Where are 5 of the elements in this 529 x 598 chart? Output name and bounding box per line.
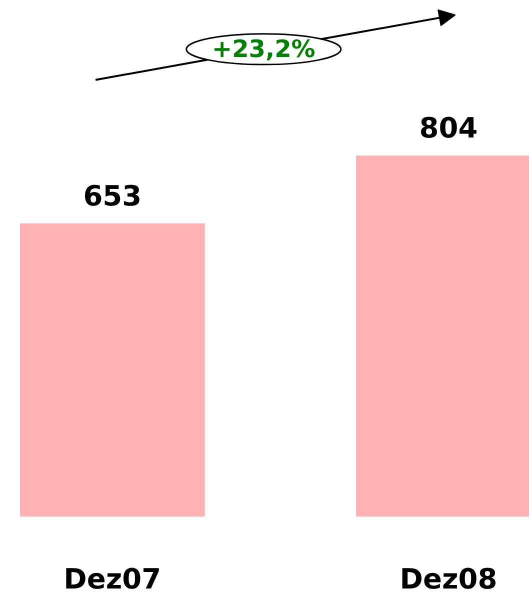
text: +23,2%: [212, 35, 316, 64]
x-tick-label: Dez07: [64, 562, 162, 596]
x-tick-label: Dez08: [400, 562, 498, 596]
data-label: 804: [419, 112, 478, 145]
data-label: 653: [83, 179, 142, 212]
